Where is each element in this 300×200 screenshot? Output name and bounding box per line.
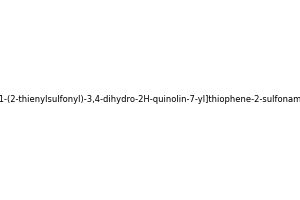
Text: N-[1-(2-thienylsulfonyl)-3,4-dihydro-2H-quinolin-7-yl]thiophene-2-sulfonamide: N-[1-(2-thienylsulfonyl)-3,4-dihydro-2H-…	[0, 96, 300, 104]
